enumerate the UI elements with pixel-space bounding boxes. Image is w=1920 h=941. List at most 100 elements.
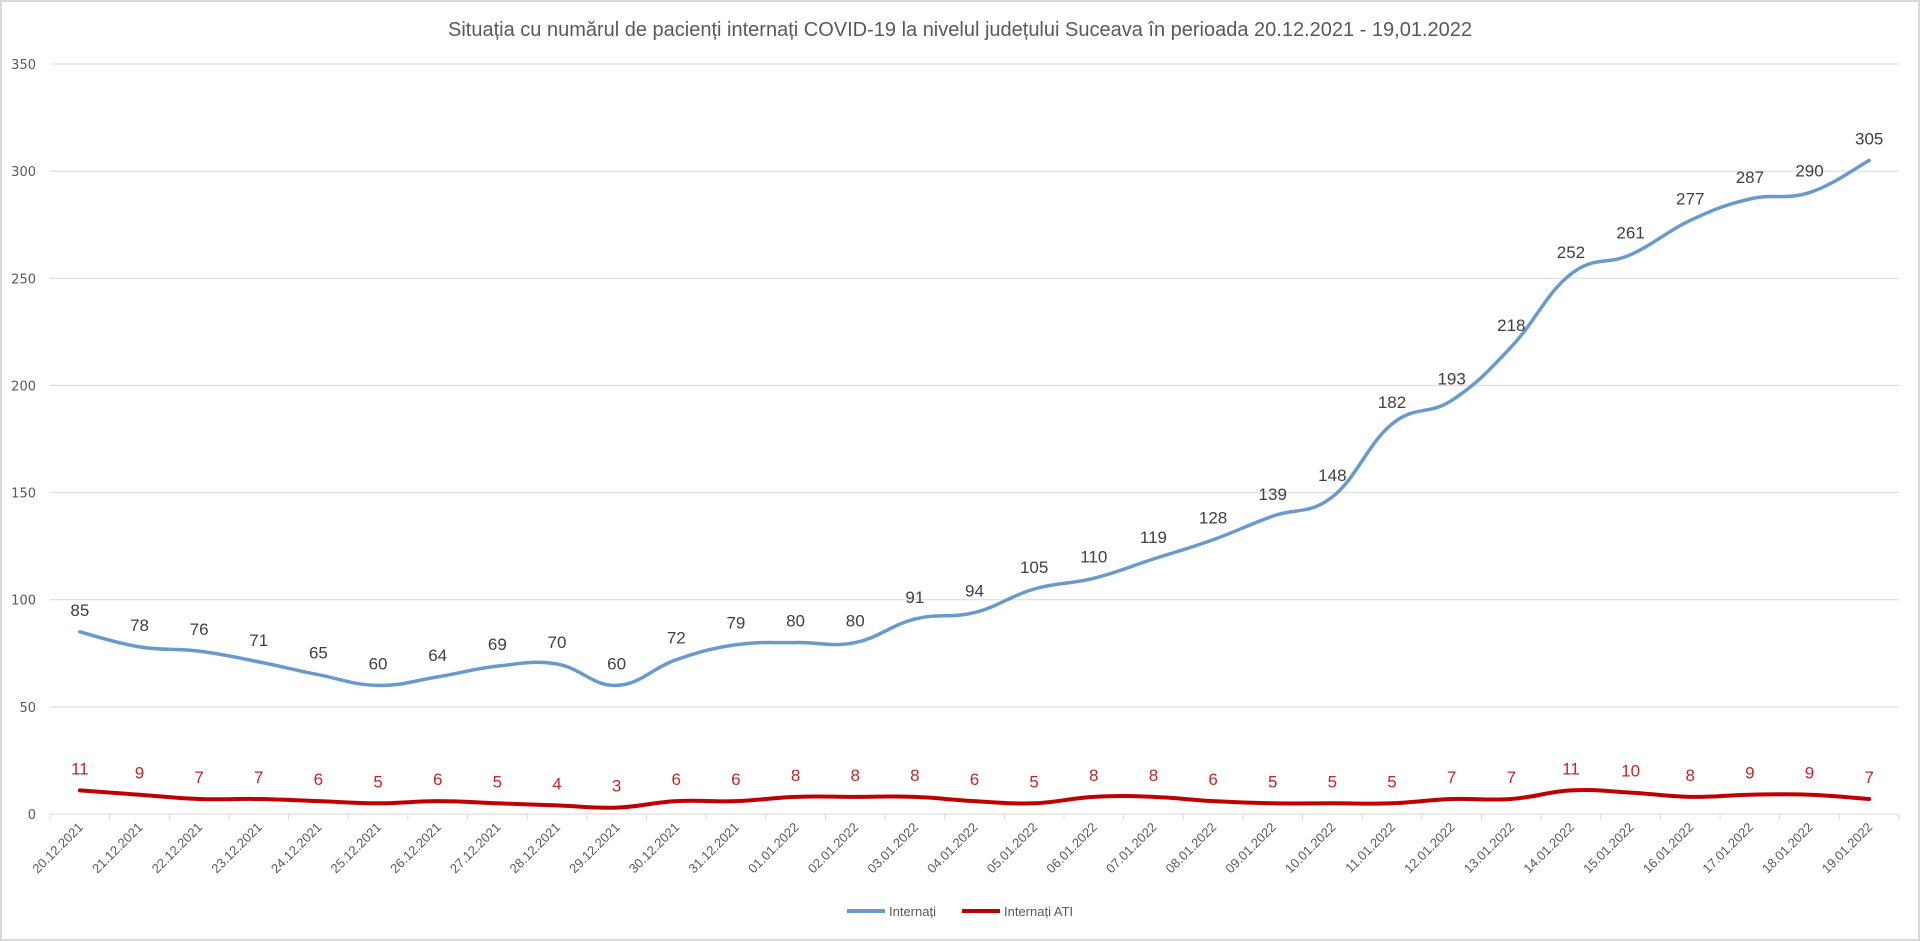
data-label: 9	[135, 764, 144, 783]
x-tick-label: 27.12.2021	[447, 820, 504, 877]
data-label: 6	[970, 770, 979, 789]
data-label: 8	[850, 766, 859, 785]
data-label: 287	[1736, 168, 1764, 187]
x-tick-label: 24.12.2021	[268, 820, 325, 877]
data-label: 8	[791, 766, 800, 785]
series-line-internati-ati	[77, 788, 1872, 810]
data-label: 139	[1259, 485, 1287, 504]
x-tick-label: 25.12.2021	[328, 820, 385, 877]
data-label: 71	[249, 631, 268, 650]
legend: Internați Internați ATI	[847, 904, 1073, 919]
data-label: 6	[314, 770, 323, 789]
data-label: 9	[1805, 764, 1814, 783]
data-label: 277	[1676, 189, 1704, 208]
data-label: 5	[493, 772, 502, 791]
data-label: 78	[130, 616, 149, 635]
chart-title: Situația cu numărul de pacienți internaț…	[448, 19, 1472, 41]
data-label: 91	[905, 588, 924, 607]
data-label: 6	[731, 770, 740, 789]
x-tick-label: 05.01.2022	[984, 820, 1041, 877]
data-label: 9	[1745, 764, 1754, 783]
data-label: 6	[433, 770, 442, 789]
data-label: 72	[667, 629, 686, 648]
data-label: 65	[309, 644, 328, 663]
data-label: 94	[965, 582, 984, 601]
data-label: 80	[786, 612, 805, 631]
legend-label-internati: Internați	[889, 904, 936, 919]
data-label: 5	[373, 772, 382, 791]
data-label: 5	[1328, 772, 1337, 791]
data-label: 60	[607, 654, 626, 673]
x-tick-label: 30.12.2021	[626, 820, 683, 877]
data-label: 79	[726, 614, 745, 633]
x-tick-label: 03.01.2022	[864, 820, 921, 877]
data-label: 7	[1864, 768, 1873, 787]
data-label: 10	[1621, 762, 1640, 781]
data-label: 119	[1140, 528, 1167, 547]
x-tick-label: 04.01.2022	[924, 820, 981, 877]
data-label: 8	[1686, 766, 1695, 785]
data-label: 7	[1507, 768, 1516, 787]
y-tick-label: 100	[11, 594, 36, 609]
data-label: 218	[1497, 316, 1525, 335]
data-label: 193	[1437, 369, 1465, 388]
y-tick-label: 250	[11, 272, 36, 287]
x-tick-label: 31.12.2021	[685, 820, 742, 877]
data-label: 7	[1447, 768, 1456, 787]
data-label: 8	[1149, 766, 1158, 785]
data-label: 5	[1029, 772, 1038, 791]
data-label: 6	[1208, 770, 1217, 789]
x-tick-label: 01.01.2022	[745, 820, 802, 877]
x-tick-label: 18.01.2022	[1759, 820, 1816, 877]
y-tick-label: 200	[11, 379, 36, 394]
x-tick-label: 21.12.2021	[89, 820, 146, 877]
y-tick-label: 350	[11, 58, 36, 73]
gridlines	[50, 63, 1899, 708]
data-label: 11	[71, 759, 89, 778]
x-tick-label: 19.01.2022	[1819, 820, 1876, 877]
data-label: 11	[1562, 759, 1580, 778]
data-label: 69	[488, 635, 507, 654]
data-label: 8	[1089, 766, 1098, 785]
y-tick-label: 300	[11, 165, 36, 180]
data-label: 261	[1616, 224, 1644, 243]
x-tick-label: 22.12.2021	[149, 820, 206, 877]
x-tick-label: 15.01.2022	[1580, 820, 1637, 877]
data-label: 64	[428, 646, 447, 665]
data-label: 252	[1557, 243, 1585, 262]
data-label: 4	[552, 774, 561, 793]
x-tick-label: 10.01.2022	[1282, 820, 1339, 877]
x-tick-label: 09.01.2022	[1222, 820, 1279, 877]
data-label: 76	[190, 620, 209, 639]
y-tick-label: 0	[28, 808, 36, 823]
series-lines	[77, 158, 1872, 810]
x-tick-label: 06.01.2022	[1043, 820, 1100, 877]
series-line-internati	[78, 158, 1871, 688]
x-tick-label: 28.12.2021	[506, 820, 563, 877]
data-label: 148	[1318, 466, 1346, 485]
x-tick-label: 02.01.2022	[805, 820, 862, 877]
data-label: 70	[548, 633, 567, 652]
x-tick-label: 07.01.2022	[1103, 820, 1160, 877]
data-label: 60	[369, 654, 388, 673]
legend-label-internati-ati: Internați ATI	[1004, 904, 1073, 919]
x-tick-label: 20.12.2021	[29, 820, 86, 877]
data-label: 7	[194, 768, 203, 787]
data-label: 5	[1268, 772, 1277, 791]
x-tick-label: 11.01.2022	[1342, 820, 1398, 876]
data-label: 110	[1080, 547, 1107, 566]
y-tick-label: 150	[11, 487, 36, 502]
data-label: 128	[1199, 509, 1227, 528]
x-tick-label: 14.01.2022	[1520, 820, 1577, 877]
x-tick-label: 12.01.2022	[1401, 820, 1458, 877]
x-tick-label: 08.01.2022	[1163, 820, 1220, 877]
data-label: 7	[254, 768, 263, 787]
y-tick-label: 50	[19, 701, 36, 716]
x-tick-label: 17.01.2022	[1699, 820, 1756, 877]
data-label: 3	[612, 777, 621, 796]
x-tick-label: 29.12.2021	[566, 820, 623, 877]
x-tick-label: 16.01.2022	[1640, 820, 1697, 877]
